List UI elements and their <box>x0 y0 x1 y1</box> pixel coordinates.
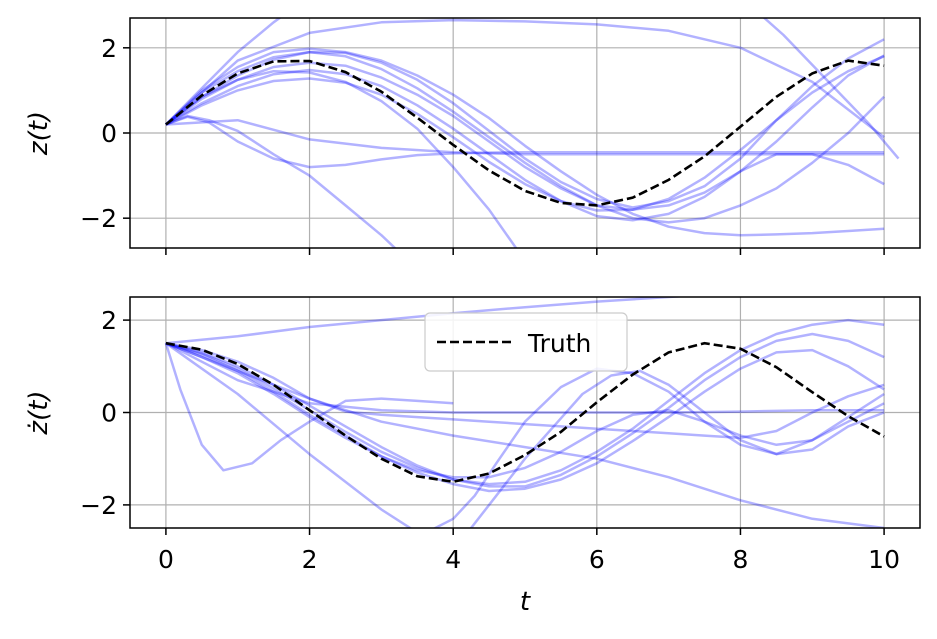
sample-trajectory-line <box>165 342 885 493</box>
sample-trajectory-line <box>165 18 282 126</box>
sample-trajectory-line <box>165 318 885 486</box>
truth-line <box>165 59 885 207</box>
sample-trajectory-line <box>164 342 454 472</box>
y-axis-label: z(t) <box>24 111 54 156</box>
legend-truth-label: Truth <box>527 329 591 358</box>
sample-trajectory-line <box>165 55 885 212</box>
x-tick-label: 4 <box>445 545 461 574</box>
sample-trajectory-line <box>165 342 413 528</box>
plot-area <box>165 18 900 248</box>
sample-trajectory-line <box>165 115 885 169</box>
sample-trajectory-line <box>165 54 885 211</box>
sample-trajectory-line <box>165 47 885 237</box>
x-tick-label: 0 <box>158 545 174 574</box>
sample-trajectory-line <box>165 342 885 528</box>
sample-trajectory-line <box>165 118 885 156</box>
y-tick-label: 2 <box>101 306 117 335</box>
sample-trajectory-line <box>165 342 885 479</box>
legend-box <box>424 312 628 372</box>
sample-trajectory-line <box>165 38 885 209</box>
y-tick-label: 2 <box>101 34 117 63</box>
x-tick-label: 10 <box>868 545 900 574</box>
sample-trajectory-line <box>165 114 397 248</box>
legend: Truth <box>424 312 628 372</box>
sample-trajectory-line <box>165 18 885 139</box>
x-tick-label: 6 <box>589 545 605 574</box>
y-axis-label: ż(t) <box>24 390 54 435</box>
sample-trajectory-line <box>762 18 900 160</box>
sample-trajectory-line <box>165 69 518 248</box>
sample-trajectory-line <box>165 68 885 222</box>
sample-trajectory-line <box>432 367 885 528</box>
top-subplot-z: −2 0 2 z(t) <box>24 17 921 255</box>
truth-line <box>165 341 885 484</box>
x-axis-label: t <box>520 587 531 617</box>
y-tick-label: 0 <box>101 399 117 428</box>
y-tick-label: 0 <box>101 119 117 148</box>
x-tick-label: 8 <box>733 545 749 574</box>
bottom-subplot-zdot: 0 2 4 6 8 10 −2 0 2 ż(t) t Truth <box>24 296 921 617</box>
y-tick-label: −2 <box>80 204 117 233</box>
y-tick-label: −2 <box>80 491 117 520</box>
sample-trajectory-line <box>165 341 885 440</box>
sample-trajectory-line <box>165 50 885 224</box>
sample-trajectory-line <box>165 342 885 414</box>
x-tick-label: 2 <box>302 545 318 574</box>
